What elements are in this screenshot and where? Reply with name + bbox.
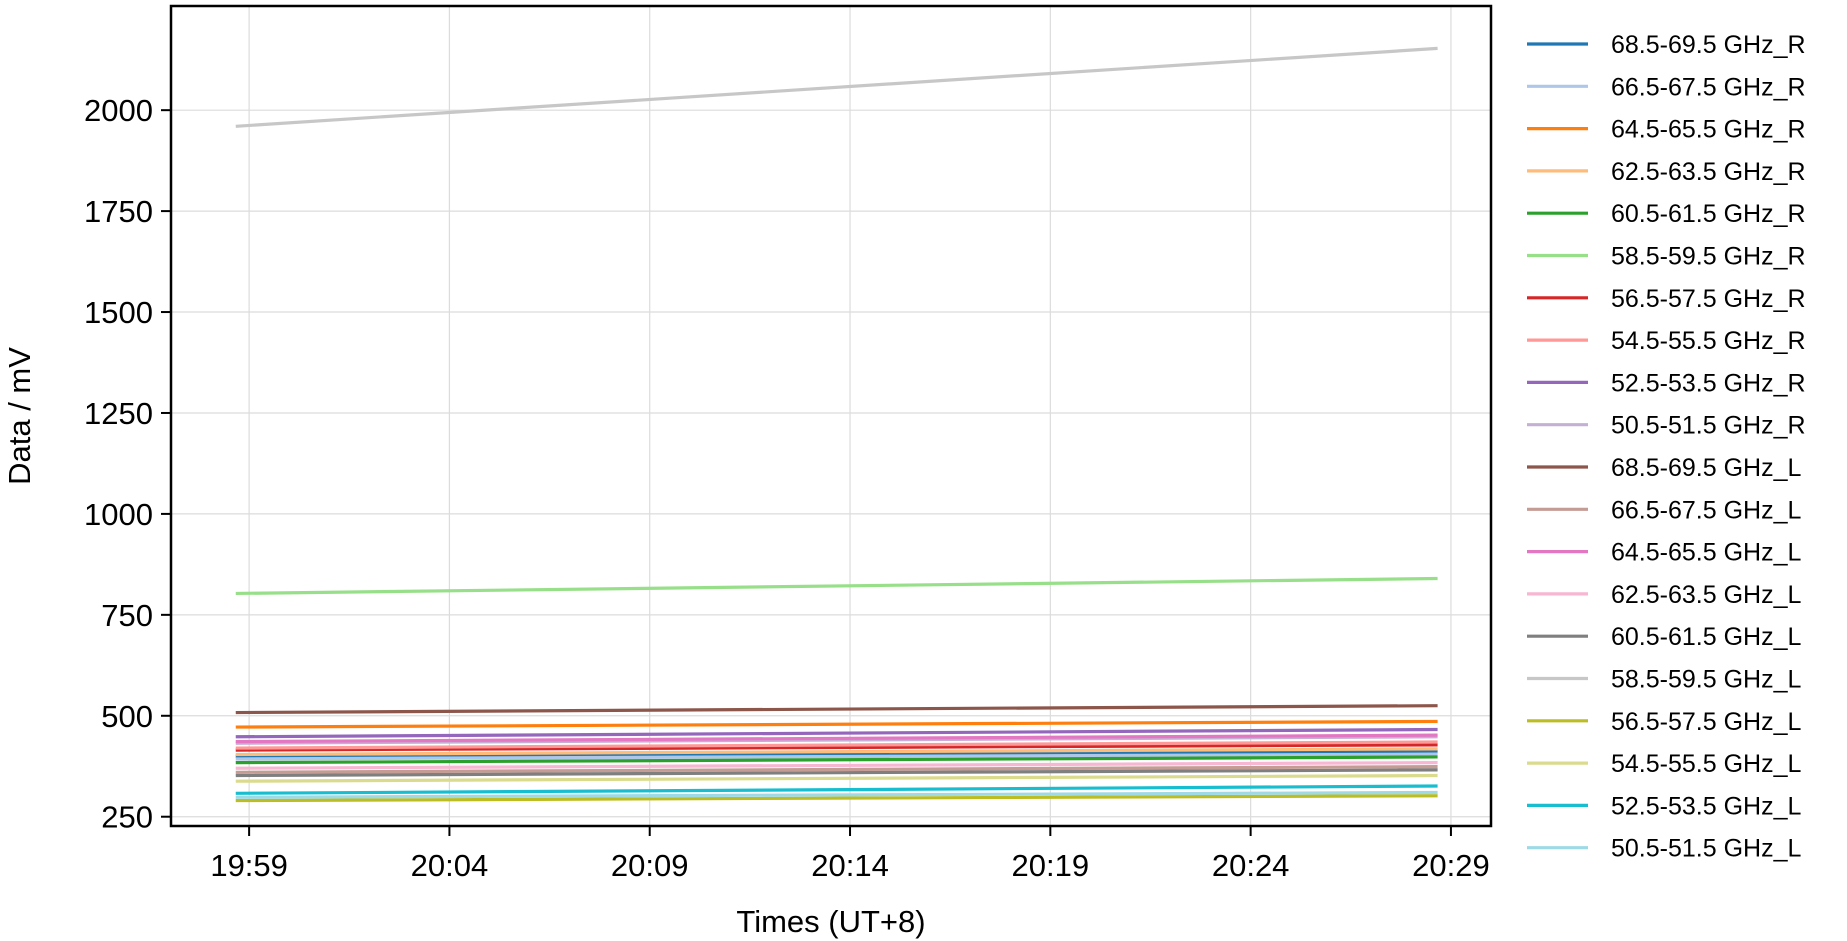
legend-label: 56.5-57.5 GHz_R <box>1611 285 1806 313</box>
y-tick-label: 1000 <box>84 497 153 532</box>
legend-label: 54.5-55.5 GHz_L <box>1611 750 1801 778</box>
legend-label: 64.5-65.5 GHz_R <box>1611 116 1806 144</box>
series-lines <box>235 46 1438 803</box>
series-line <box>235 747 1438 757</box>
legend-label: 62.5-63.5 GHz_R <box>1611 158 1806 186</box>
series-line <box>235 727 1438 739</box>
legend-label: 68.5-69.5 GHz_L <box>1611 454 1801 482</box>
series-line <box>235 794 1438 803</box>
legend-label: 58.5-59.5 GHz_R <box>1611 243 1806 271</box>
x-tick-label: 19:59 <box>210 848 288 883</box>
legend-label: 52.5-53.5 GHz_L <box>1611 792 1801 820</box>
series-line <box>235 46 1438 128</box>
legend-label: 50.5-51.5 GHz_L <box>1611 835 1801 863</box>
legend-label: 66.5-67.5 GHz_L <box>1611 496 1801 524</box>
series-line <box>235 576 1438 596</box>
legend-label: 58.5-59.5 GHz_L <box>1611 666 1801 694</box>
x-tick-label: 20:14 <box>811 848 889 883</box>
series-line <box>235 768 1438 778</box>
series-line <box>235 735 1438 745</box>
legend-label: 68.5-69.5 GHz_R <box>1611 31 1806 59</box>
series-line <box>235 704 1438 715</box>
series-line <box>235 773 1438 783</box>
x-tick-label: 20:04 <box>411 848 489 883</box>
series-line <box>235 761 1438 770</box>
y-axis: 250 500 750 1000 1250 1500 1750 2000 <box>84 93 171 835</box>
series-line <box>235 784 1438 795</box>
legend-label: 60.5-61.5 GHz_L <box>1611 623 1801 651</box>
plot-frame <box>169 4 1493 828</box>
y-tick-label: 1250 <box>84 396 153 431</box>
series-line <box>235 719 1438 729</box>
y-tick-label: 750 <box>101 598 153 633</box>
y-tick-label: 1500 <box>84 295 153 330</box>
legend-label: 64.5-65.5 GHz_L <box>1611 539 1801 567</box>
legend-label: 54.5-55.5 GHz_R <box>1611 327 1806 355</box>
series-line <box>235 740 1438 750</box>
legend-label: 52.5-53.5 GHz_R <box>1611 369 1806 397</box>
series-line <box>235 749 1438 758</box>
grid <box>171 6 1491 826</box>
y-tick-label: 2000 <box>84 93 153 128</box>
y-tick-label: 250 <box>101 800 153 835</box>
legend-label: 62.5-63.5 GHz_L <box>1611 581 1801 609</box>
legend-label: 56.5-57.5 GHz_L <box>1611 708 1801 736</box>
x-axis-title: Times (UT+8) <box>736 904 925 939</box>
series-line <box>235 733 1438 744</box>
series-line <box>235 752 1438 761</box>
x-tick-label: 20:29 <box>1412 848 1490 883</box>
legend-label: 60.5-61.5 GHz_R <box>1611 200 1806 228</box>
series-line <box>235 755 1438 765</box>
x-tick-label: 20:24 <box>1212 848 1290 883</box>
x-tick-label: 20:19 <box>1012 848 1090 883</box>
x-tick-label: 20:09 <box>611 848 689 883</box>
legend-label: 50.5-51.5 GHz_R <box>1611 412 1806 440</box>
y-tick-label: 500 <box>101 699 153 734</box>
legend: 68.5-69.5 GHz_R 66.5-67.5 GHz_R 64.5-65.5 … <box>1527 31 1806 863</box>
y-tick-label: 1750 <box>84 194 153 229</box>
series-line <box>235 790 1438 799</box>
y-axis-title: Data / mV <box>2 347 37 485</box>
x-axis: 19:59 20:04 20:09 20:14 20:19 20:24 20:29 <box>210 826 1490 883</box>
series-line <box>235 743 1438 752</box>
legend-label: 66.5-67.5 GHz_R <box>1611 73 1806 101</box>
series-line <box>235 765 1438 774</box>
